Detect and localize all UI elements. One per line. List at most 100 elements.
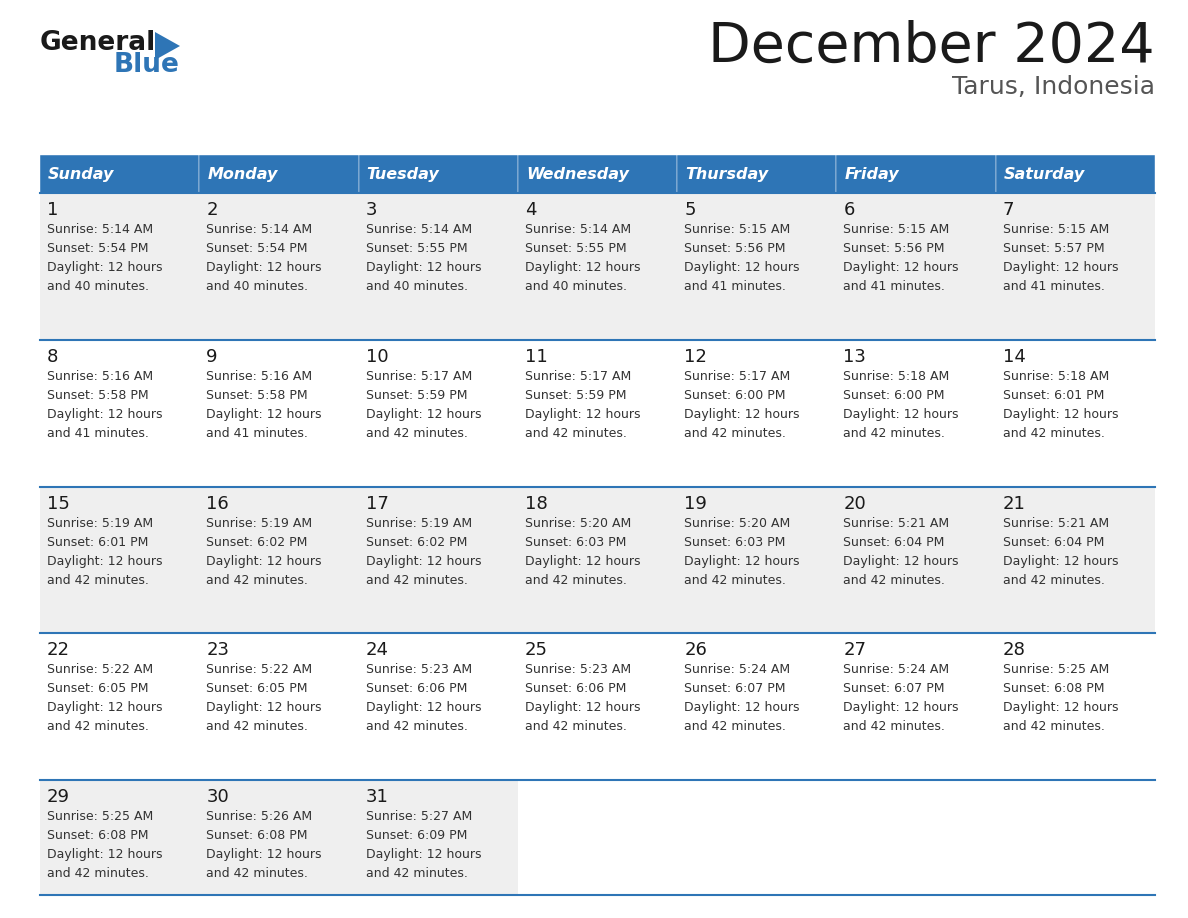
Text: Sunset: 6:03 PM: Sunset: 6:03 PM bbox=[684, 535, 785, 549]
Text: and 42 minutes.: and 42 minutes. bbox=[366, 868, 467, 880]
Text: and 42 minutes.: and 42 minutes. bbox=[1003, 574, 1105, 587]
Text: Sunrise: 5:21 AM: Sunrise: 5:21 AM bbox=[843, 517, 949, 530]
Text: Sunset: 5:59 PM: Sunset: 5:59 PM bbox=[525, 389, 626, 402]
Bar bbox=[359, 487, 518, 633]
Text: and 42 minutes.: and 42 minutes. bbox=[684, 574, 786, 587]
Text: Daylight: 12 hours: Daylight: 12 hours bbox=[207, 701, 322, 714]
Bar bbox=[40, 780, 200, 895]
Bar bbox=[518, 633, 677, 780]
Text: 27: 27 bbox=[843, 642, 866, 659]
Text: 19: 19 bbox=[684, 495, 707, 512]
Text: Sunrise: 5:25 AM: Sunrise: 5:25 AM bbox=[1003, 664, 1108, 677]
Text: and 40 minutes.: and 40 minutes. bbox=[48, 280, 148, 293]
Text: and 40 minutes.: and 40 minutes. bbox=[366, 280, 468, 293]
Text: Sunrise: 5:24 AM: Sunrise: 5:24 AM bbox=[843, 664, 949, 677]
Text: Sunset: 5:59 PM: Sunset: 5:59 PM bbox=[366, 389, 467, 402]
Bar bbox=[200, 487, 359, 633]
Text: 3: 3 bbox=[366, 201, 377, 219]
Text: Daylight: 12 hours: Daylight: 12 hours bbox=[684, 408, 800, 420]
Bar bbox=[40, 487, 200, 633]
Text: 11: 11 bbox=[525, 348, 548, 366]
Bar bbox=[836, 193, 996, 340]
Text: and 42 minutes.: and 42 minutes. bbox=[48, 574, 148, 587]
Text: Sunrise: 5:14 AM: Sunrise: 5:14 AM bbox=[525, 223, 631, 236]
Bar bbox=[40, 193, 200, 340]
Text: General: General bbox=[40, 30, 157, 56]
Text: Daylight: 12 hours: Daylight: 12 hours bbox=[366, 848, 481, 861]
Text: December 2024: December 2024 bbox=[708, 20, 1155, 74]
Text: Sunrise: 5:17 AM: Sunrise: 5:17 AM bbox=[684, 370, 790, 383]
Text: Daylight: 12 hours: Daylight: 12 hours bbox=[366, 554, 481, 567]
Text: Daylight: 12 hours: Daylight: 12 hours bbox=[525, 701, 640, 714]
Text: Sunset: 5:56 PM: Sunset: 5:56 PM bbox=[684, 242, 785, 255]
Text: and 42 minutes.: and 42 minutes. bbox=[1003, 721, 1105, 733]
Bar bbox=[40, 633, 200, 780]
Bar bbox=[359, 633, 518, 780]
Text: 30: 30 bbox=[207, 789, 229, 806]
Text: Sunset: 6:08 PM: Sunset: 6:08 PM bbox=[1003, 682, 1104, 696]
Text: Sunset: 6:07 PM: Sunset: 6:07 PM bbox=[684, 682, 785, 696]
Text: Sunrise: 5:15 AM: Sunrise: 5:15 AM bbox=[843, 223, 949, 236]
Text: Sunset: 6:05 PM: Sunset: 6:05 PM bbox=[48, 682, 148, 696]
Bar bbox=[200, 780, 359, 895]
Text: Daylight: 12 hours: Daylight: 12 hours bbox=[366, 261, 481, 274]
Text: Sunrise: 5:20 AM: Sunrise: 5:20 AM bbox=[525, 517, 631, 530]
Text: and 41 minutes.: and 41 minutes. bbox=[684, 280, 786, 293]
Text: 29: 29 bbox=[48, 789, 70, 806]
Text: 1: 1 bbox=[48, 201, 58, 219]
Text: 21: 21 bbox=[1003, 495, 1025, 512]
Bar bbox=[518, 155, 677, 193]
Text: Sunrise: 5:18 AM: Sunrise: 5:18 AM bbox=[1003, 370, 1108, 383]
Text: 23: 23 bbox=[207, 642, 229, 659]
Text: Sunset: 6:07 PM: Sunset: 6:07 PM bbox=[843, 682, 944, 696]
Text: Tuesday: Tuesday bbox=[367, 166, 440, 182]
Text: Sunset: 6:02 PM: Sunset: 6:02 PM bbox=[207, 535, 308, 549]
Text: and 41 minutes.: and 41 minutes. bbox=[843, 280, 946, 293]
Text: Sunset: 6:00 PM: Sunset: 6:00 PM bbox=[684, 389, 785, 402]
Text: Tarus, Indonesia: Tarus, Indonesia bbox=[952, 75, 1155, 99]
Text: Sunset: 5:56 PM: Sunset: 5:56 PM bbox=[843, 242, 944, 255]
Text: Wednesday: Wednesday bbox=[526, 166, 628, 182]
Bar bbox=[200, 633, 359, 780]
Text: 20: 20 bbox=[843, 495, 866, 512]
Bar bbox=[200, 193, 359, 340]
Bar bbox=[40, 340, 200, 487]
Text: Thursday: Thursday bbox=[685, 166, 769, 182]
Text: 25: 25 bbox=[525, 642, 548, 659]
Text: and 42 minutes.: and 42 minutes. bbox=[366, 574, 467, 587]
Text: Sunrise: 5:21 AM: Sunrise: 5:21 AM bbox=[1003, 517, 1108, 530]
Text: Sunday: Sunday bbox=[48, 166, 114, 182]
Text: and 42 minutes.: and 42 minutes. bbox=[684, 721, 786, 733]
Text: Sunset: 6:09 PM: Sunset: 6:09 PM bbox=[366, 829, 467, 843]
Text: Sunrise: 5:20 AM: Sunrise: 5:20 AM bbox=[684, 517, 790, 530]
Text: 13: 13 bbox=[843, 348, 866, 366]
Text: Sunrise: 5:19 AM: Sunrise: 5:19 AM bbox=[207, 517, 312, 530]
Text: and 41 minutes.: and 41 minutes. bbox=[207, 427, 308, 440]
Text: 15: 15 bbox=[48, 495, 70, 512]
Bar bbox=[677, 155, 836, 193]
Bar bbox=[200, 155, 359, 193]
Text: Sunrise: 5:16 AM: Sunrise: 5:16 AM bbox=[207, 370, 312, 383]
Text: 26: 26 bbox=[684, 642, 707, 659]
Bar bbox=[200, 340, 359, 487]
Text: Sunset: 5:58 PM: Sunset: 5:58 PM bbox=[207, 389, 308, 402]
Text: and 41 minutes.: and 41 minutes. bbox=[1003, 280, 1105, 293]
Text: Sunset: 6:01 PM: Sunset: 6:01 PM bbox=[48, 535, 148, 549]
Text: and 42 minutes.: and 42 minutes. bbox=[207, 721, 308, 733]
Bar bbox=[359, 780, 518, 895]
Text: Daylight: 12 hours: Daylight: 12 hours bbox=[525, 261, 640, 274]
Text: Sunset: 6:08 PM: Sunset: 6:08 PM bbox=[207, 829, 308, 843]
Text: 16: 16 bbox=[207, 495, 229, 512]
Text: Sunset: 5:54 PM: Sunset: 5:54 PM bbox=[207, 242, 308, 255]
Text: Sunrise: 5:26 AM: Sunrise: 5:26 AM bbox=[207, 811, 312, 823]
Text: and 42 minutes.: and 42 minutes. bbox=[843, 427, 946, 440]
Text: Sunrise: 5:27 AM: Sunrise: 5:27 AM bbox=[366, 811, 472, 823]
Text: and 42 minutes.: and 42 minutes. bbox=[366, 721, 467, 733]
Text: and 40 minutes.: and 40 minutes. bbox=[207, 280, 308, 293]
Text: Sunset: 6:01 PM: Sunset: 6:01 PM bbox=[1003, 389, 1104, 402]
Text: Saturday: Saturday bbox=[1004, 166, 1085, 182]
Text: Daylight: 12 hours: Daylight: 12 hours bbox=[843, 701, 959, 714]
Text: 24: 24 bbox=[366, 642, 388, 659]
Text: Daylight: 12 hours: Daylight: 12 hours bbox=[48, 261, 163, 274]
Text: Daylight: 12 hours: Daylight: 12 hours bbox=[48, 554, 163, 567]
